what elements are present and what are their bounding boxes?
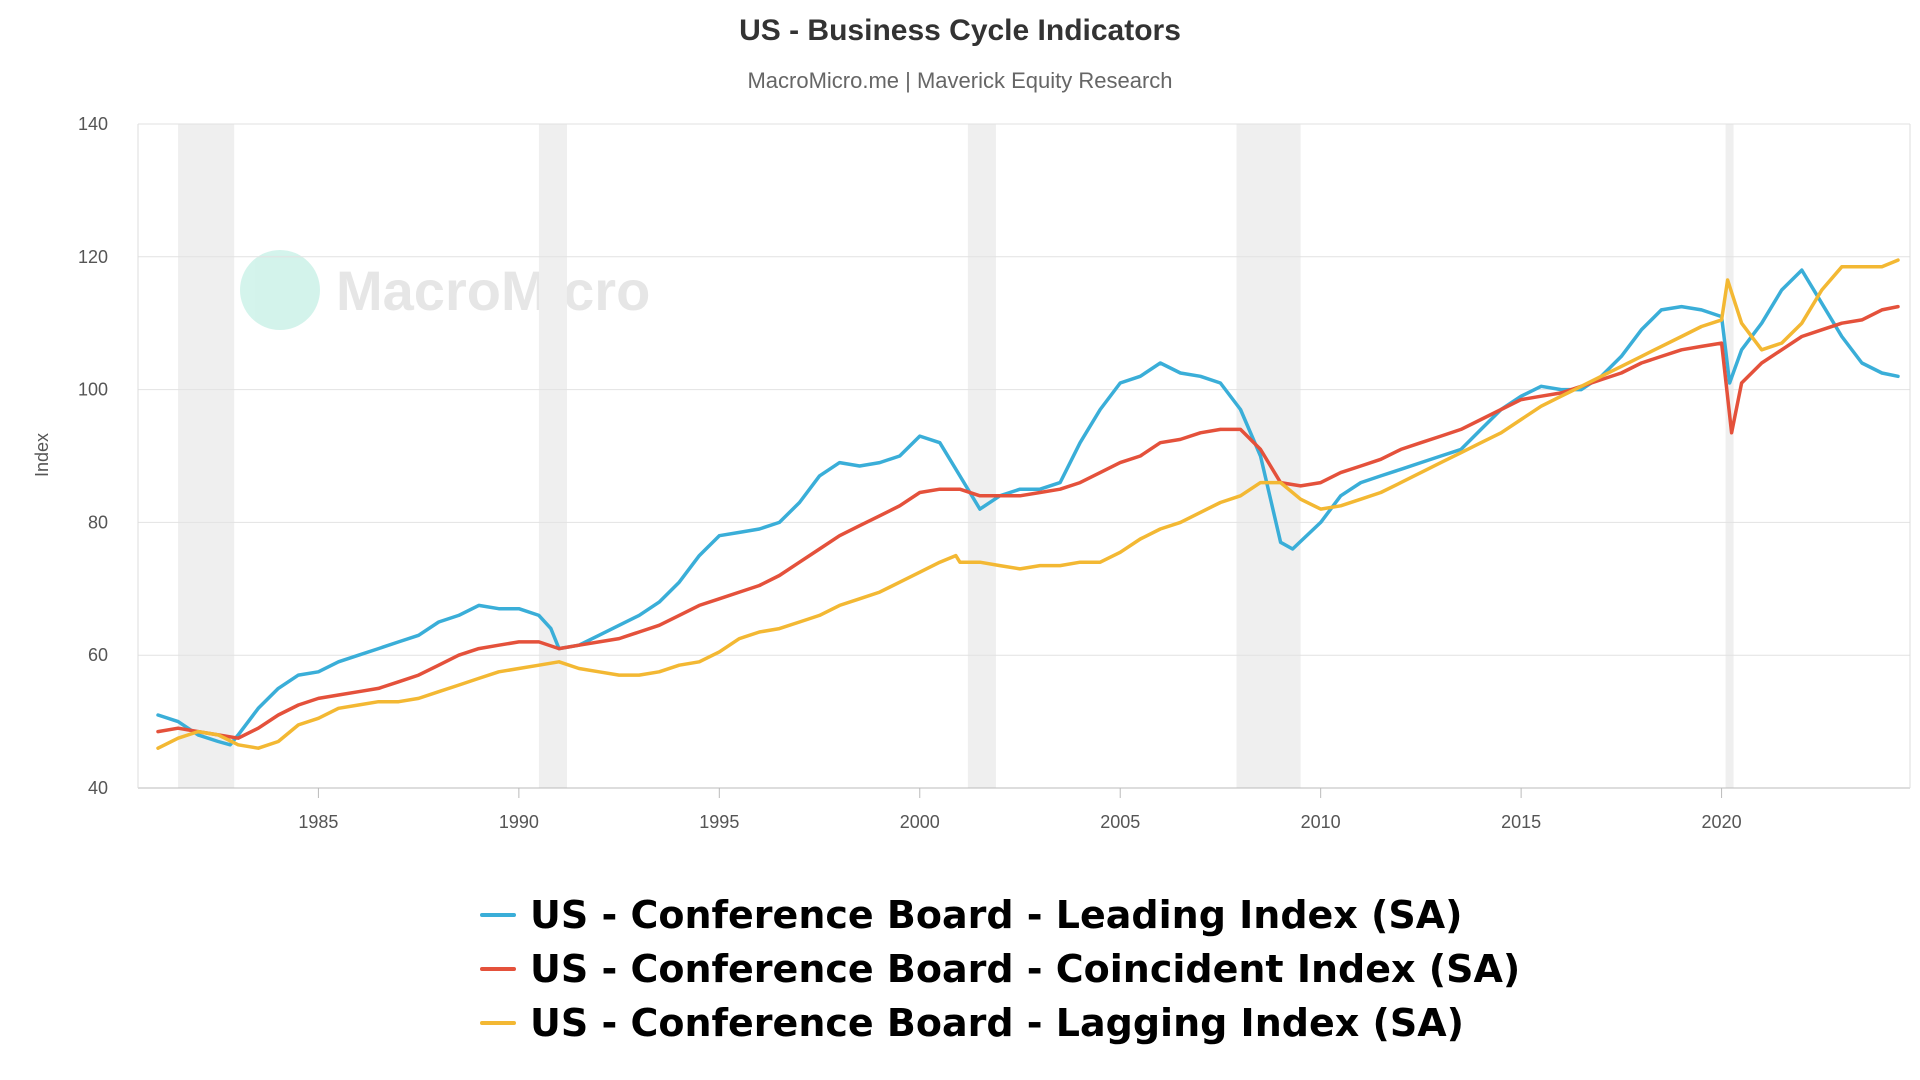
x-tick-label: 1990: [499, 812, 539, 832]
recession-band-4: [1725, 124, 1734, 788]
series-line-lagging: [156, 258, 1900, 750]
x-tick-label: 1985: [298, 812, 338, 832]
legend-swatch-leading: [480, 913, 516, 917]
y-tick-label: 120: [78, 247, 108, 267]
chart-title: US - Business Cycle Indicators: [739, 14, 1181, 47]
x-tick-label: 2015: [1501, 812, 1541, 832]
grid-lines: [137, 123, 1911, 789]
legend-item-leading[interactable]: US - Conference Board - Leading Index (S…: [480, 888, 1520, 942]
recession-band-2: [967, 124, 996, 788]
watermark-text: MacroMicro: [336, 258, 651, 322]
x-tick-label: 1995: [699, 812, 739, 832]
y-tick-label: 80: [88, 512, 108, 532]
legend-item-lagging[interactable]: US - Conference Board - Lagging Index (S…: [480, 996, 1520, 1050]
legend-label-leading: US - Conference Board - Leading Index (S…: [530, 893, 1463, 937]
legend-swatch-lagging: [480, 1021, 516, 1025]
macromicro-logo-icon: [240, 250, 320, 330]
y-tick-label: 40: [88, 778, 108, 798]
watermark: MacroMicro: [240, 250, 650, 330]
series-line-leading: [156, 268, 1900, 747]
x-tick-label: 2005: [1100, 812, 1140, 832]
x-tick-label: 2000: [900, 812, 940, 832]
y-tick-label: 140: [78, 114, 108, 134]
legend-item-coincident[interactable]: US - Conference Board - Coincident Index…: [480, 942, 1520, 996]
axis-ticks: 40 60 80 100 120 140 1985 1990 1995 2000 2005 2010 2…: [78, 114, 1742, 832]
chart-subtitle: MacroMicro.me | Maverick Equity Research: [747, 68, 1173, 93]
legend-label-lagging: US - Conference Board - Lagging Index (S…: [530, 1001, 1464, 1045]
legend-label-coincident: US - Conference Board - Coincident Index…: [530, 947, 1521, 991]
recession-band-3: [1236, 124, 1301, 788]
legend-swatch-coincident: [480, 967, 516, 971]
chart-plot: 40 60 80 100 120 140 1985 1990 1995 2000 2005 2010 2…: [32, 114, 1911, 832]
legend: US - Conference Board - Leading Index (S…: [480, 888, 1520, 1050]
y-tick-label: 100: [78, 380, 108, 400]
series-lines: [156, 258, 1900, 750]
recession-band-0: [178, 124, 235, 788]
recession-bands: [178, 124, 1734, 788]
recession-band-1: [538, 124, 567, 788]
x-tick-label: 2010: [1301, 812, 1341, 832]
x-tick-label: 2020: [1702, 812, 1742, 832]
y-axis-label: Index: [32, 433, 52, 477]
y-tick-label: 60: [88, 645, 108, 665]
series-line-coincident: [156, 304, 1900, 740]
